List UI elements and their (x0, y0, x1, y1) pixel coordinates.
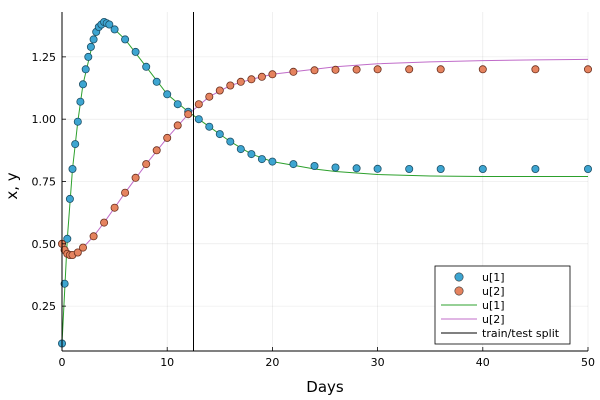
point-series-1 (236, 145, 245, 154)
point-series-2 (352, 65, 361, 74)
point-series-1 (142, 62, 151, 71)
point-series-1 (76, 97, 85, 106)
point-series-2 (268, 70, 277, 79)
point-series-2 (236, 77, 245, 86)
point-series-2 (289, 67, 298, 76)
y-axis-label: x, y (3, 172, 21, 199)
point-series-1 (584, 164, 593, 173)
legend-label: train/test split (482, 327, 560, 340)
point-series-1 (131, 47, 140, 56)
point-series-1 (373, 164, 382, 173)
point-series-2 (194, 100, 203, 109)
point-series-2 (373, 65, 382, 74)
point-series-1 (71, 140, 80, 149)
point-series-2 (205, 92, 214, 101)
legend-label: u[2] (482, 313, 505, 326)
tick-labels: 0 10 20 30 40 50 0.25 0.50 0.75 1.00 1.25 (32, 51, 596, 369)
point-series-1 (405, 164, 414, 173)
point-series-2 (257, 72, 266, 81)
point-series-2 (131, 173, 140, 182)
point-series-1 (226, 137, 235, 146)
point-series-2 (531, 65, 540, 74)
x-tick-label: 20 (265, 356, 279, 369)
point-series-1 (173, 100, 182, 109)
legend: u[1]u[2]u[1]u[2]train/test split (434, 265, 571, 345)
x-tick-label: 0 (59, 356, 66, 369)
point-series-1 (73, 117, 82, 126)
y-tick-label: 1.25 (32, 51, 57, 64)
point-series-1 (194, 115, 203, 124)
point-series-2 (73, 248, 82, 257)
point-series-2 (215, 86, 224, 95)
point-series-1 (163, 90, 172, 99)
x-tick-label: 50 (581, 356, 595, 369)
point-series-1 (105, 20, 114, 29)
point-series-1 (310, 161, 319, 170)
legend-marker (454, 272, 464, 282)
point-series-1 (205, 122, 214, 131)
point-series-1 (89, 35, 98, 44)
point-series-2 (584, 65, 593, 74)
point-series-1 (121, 35, 130, 44)
point-series-1 (110, 25, 119, 34)
x-tick-label: 10 (160, 356, 174, 369)
legend-marker (454, 286, 464, 296)
point-series-2 (405, 65, 414, 74)
point-series-1 (478, 164, 487, 173)
point-series-1 (81, 65, 90, 74)
data-points (58, 17, 593, 348)
point-series-2 (310, 66, 319, 75)
point-series-2 (100, 218, 109, 227)
y-tick-label: 0.50 (32, 238, 57, 251)
point-series-1 (65, 194, 74, 203)
point-series-2 (152, 146, 161, 155)
point-series-1 (84, 52, 93, 61)
point-series-2 (226, 81, 235, 90)
point-series-2 (89, 232, 98, 241)
point-series-1 (63, 234, 72, 243)
point-series-1 (436, 164, 445, 173)
point-series-1 (68, 164, 77, 173)
line-series-2 (61, 58, 589, 256)
point-series-2 (163, 133, 172, 142)
point-series-1 (268, 157, 277, 166)
legend-label: u[2] (482, 285, 505, 298)
point-series-2 (173, 121, 182, 130)
point-series-1 (289, 160, 298, 169)
point-series-1 (86, 42, 95, 51)
y-tick-label: 0.25 (32, 300, 57, 313)
point-series-2 (142, 160, 151, 169)
point-series-1 (331, 163, 340, 172)
point-series-1 (531, 164, 540, 173)
point-series-1 (60, 279, 69, 288)
point-series-1 (257, 155, 266, 164)
point-series-2 (184, 110, 193, 119)
point-series-2 (79, 243, 88, 252)
point-series-1 (352, 164, 361, 173)
x-tick-label: 40 (476, 356, 490, 369)
point-series-2 (110, 203, 119, 212)
point-series-1 (247, 150, 256, 159)
point-series-1 (152, 77, 161, 86)
point-series-1 (215, 130, 224, 139)
legend-label: u[1] (482, 299, 505, 312)
x-axis-label: Days (306, 378, 344, 396)
point-series-2 (331, 65, 340, 74)
y-tick-label: 0.75 (32, 176, 57, 189)
point-series-2 (247, 75, 256, 84)
y-tick-label: 1.00 (32, 113, 57, 126)
axes (61, 12, 589, 352)
point-series-1 (79, 80, 88, 89)
x-tick-label: 30 (371, 356, 385, 369)
point-series-2 (436, 65, 445, 74)
point-series-2 (478, 65, 487, 74)
point-series-2 (121, 188, 130, 197)
legend-label: u[1] (482, 271, 505, 284)
